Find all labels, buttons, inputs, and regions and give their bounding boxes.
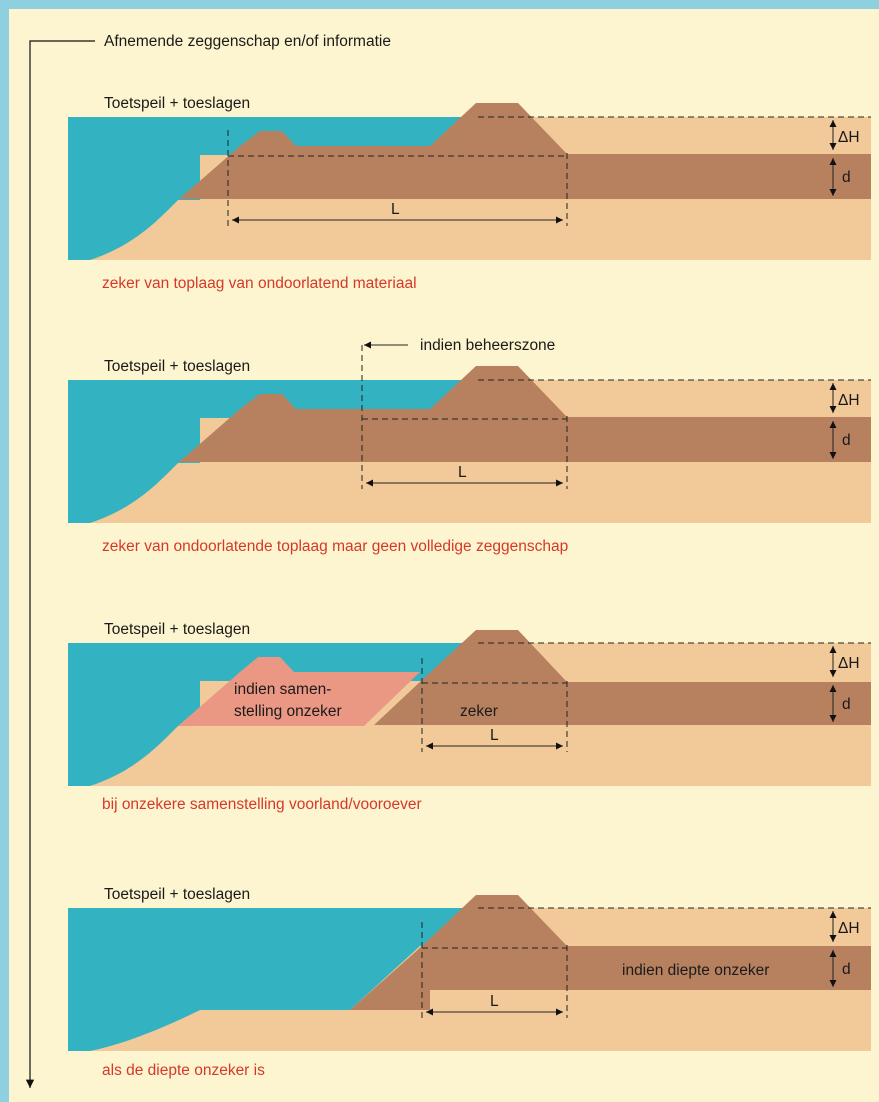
panel-4-delta-label: ΔH xyxy=(838,920,860,937)
panel-2: indien beheerszone Toetspeil + toeslagen… xyxy=(68,337,871,555)
panel-2-length-label: L xyxy=(458,464,467,481)
panel-1-depth-label: d xyxy=(842,169,851,186)
panel-4-depth-label: d xyxy=(842,961,851,978)
panel-2-clay-layer xyxy=(178,366,871,463)
panel-4-depth-note: indien diepte onzeker xyxy=(622,962,769,979)
panel-2-water-slope xyxy=(68,380,200,523)
panel-2-note: indien beheerszone xyxy=(420,337,555,354)
panel-2-water-label: Toetspeil + toeslagen xyxy=(104,358,250,375)
panel-1-water-label: Toetspeil + toeslagen xyxy=(104,95,250,112)
panel-4-water xyxy=(68,908,468,1051)
panel-3: Toetspeil + toeslagen indien samen- stel… xyxy=(68,621,871,813)
panel-2-caption: zeker van ondoorlatende toplaag maar gee… xyxy=(102,538,568,555)
panel-1: Toetspeil + toeslagen L ΔH d zeker van t… xyxy=(68,95,871,292)
panel-1-delta-label: ΔH xyxy=(838,129,860,146)
panel-3-delta-label: ΔH xyxy=(838,655,860,672)
panel-1-caption: zeker van toplaag van ondoorlatend mater… xyxy=(102,275,417,292)
panel-4-length-label: L xyxy=(490,993,499,1010)
panel-3-water-label: Toetspeil + toeslagen xyxy=(104,621,250,638)
panel-4-water-label: Toetspeil + toeslagen xyxy=(104,886,250,903)
panel-1-water-slope xyxy=(68,117,200,260)
panel-3-length-label: L xyxy=(490,727,499,744)
panel-3-depth-label: d xyxy=(842,696,851,713)
panel-1-clay-layer xyxy=(178,103,871,200)
panel-1-length-label: L xyxy=(391,201,400,218)
panel-3-certain-label: zeker xyxy=(460,703,498,720)
panel-3-clay-layer xyxy=(374,630,871,725)
panel-2-depth-label: d xyxy=(842,432,851,449)
panel-3-uncertain-label-line-2: stelling onzeker xyxy=(234,703,342,720)
axis-label: Afnemende zeggenschap en/of informatie xyxy=(104,33,391,50)
panel-3-caption: bij onzekere samenstelling voorland/voor… xyxy=(102,796,422,813)
panel-3-uncertain-foreland xyxy=(178,657,420,726)
panel-3-water-slope xyxy=(68,643,200,786)
panel-3-uncertain-label-line-1: indien samen- xyxy=(234,681,331,698)
axis-arrow xyxy=(25,40,95,1088)
panel-4-clay-layer xyxy=(350,895,871,1010)
panel-4: Toetspeil + toeslagen indien diepte onze… xyxy=(68,886,871,1079)
panel-2-delta-label: ΔH xyxy=(838,392,860,409)
panel-4-caption: als de diepte onzeker is xyxy=(102,1062,265,1079)
